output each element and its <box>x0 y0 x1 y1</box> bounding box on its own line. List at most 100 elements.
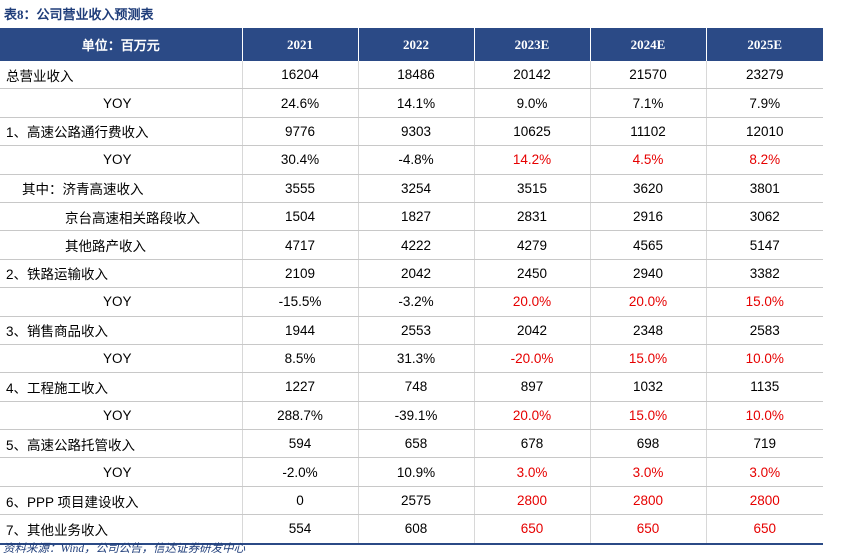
table-cell: 10.0% <box>706 344 823 374</box>
revenue-forecast-table: 单位：百万元 2021 2022 2023E 2024E 2025E 总营业收入… <box>0 28 823 545</box>
table-cell: 698 <box>590 429 707 459</box>
table-cell: 4565 <box>590 230 707 260</box>
table-cell: 2800 <box>474 486 591 516</box>
table-row: YOY 24.6% 14.1% 9.0% 7.1% 7.9% <box>0 88 823 118</box>
row-label: 1、高速公路通行费收入 <box>0 117 243 147</box>
row-label: 6、PPP 项目建设收入 <box>0 486 243 516</box>
table-cell: 14.1% <box>358 88 475 118</box>
table-cell: -39.1% <box>358 401 475 431</box>
table-cell: 897 <box>474 372 591 402</box>
table-row: YOY 8.5% 31.3% -20.0% 15.0% 10.0% <box>0 344 823 374</box>
table-cell: 4717 <box>242 230 359 260</box>
row-label: 5、高速公路托管收入 <box>0 429 243 459</box>
row-label: 3、销售商品收入 <box>0 316 243 345</box>
source-note: 资料来源：Wind，公司公告，信达证券研发中心 <box>3 543 246 555</box>
table-cell: 30.4% <box>242 145 359 175</box>
table-cell: 31.3% <box>358 344 475 374</box>
table-cell: -20.0% <box>474 344 591 374</box>
table-cell: 2916 <box>590 202 707 232</box>
table-cell: 3801 <box>706 174 823 203</box>
table-row: 京台高速相关路段收入 1504 1827 2831 2916 3062 <box>0 202 823 232</box>
table-cell: 658 <box>358 429 475 459</box>
header-year: 2021 <box>242 28 359 61</box>
table-row: 1、高速公路通行费收入 9776 9303 10625 11102 12010 <box>0 117 823 147</box>
table-cell: 15.0% <box>590 401 707 431</box>
table-row: YOY 288.7% -39.1% 20.0% 15.0% 10.0% <box>0 401 823 431</box>
table-cell: 7.1% <box>590 88 707 118</box>
table-cell: 2042 <box>474 316 591 345</box>
header-unit: 单位：百万元 <box>0 28 243 61</box>
table-title: 表8：公司营业收入预测表 <box>4 7 154 22</box>
table-row: YOY -15.5% -3.2% 20.0% 20.0% 15.0% <box>0 287 823 317</box>
table-cell: 3.0% <box>590 457 707 487</box>
table-cell: 12010 <box>706 117 823 147</box>
table-row: 2、铁路运输收入 2109 2042 2450 2940 3382 <box>0 259 823 289</box>
table-cell: 594 <box>242 429 359 459</box>
table-cell: 20142 <box>474 61 591 90</box>
row-label: 7、其他业务收入 <box>0 514 243 545</box>
table-cell: 0 <box>242 486 359 516</box>
table-cell: 678 <box>474 429 591 459</box>
row-label: YOY <box>0 344 243 374</box>
table-cell: 1944 <box>242 316 359 345</box>
table-row: 7、其他业务收入 554 608 650 650 650 <box>0 514 823 545</box>
table-cell: 3.0% <box>706 457 823 487</box>
table-cell: 2109 <box>242 259 359 289</box>
table-cell: 20.0% <box>474 401 591 431</box>
row-label: 其他路产收入 <box>0 230 243 260</box>
row-label: YOY <box>0 145 243 175</box>
table-cell: 10.9% <box>358 457 475 487</box>
table-cell: 24.6% <box>242 88 359 118</box>
table-cell: 10625 <box>474 117 591 147</box>
table-cell: 2800 <box>706 486 823 516</box>
table-cell: -2.0% <box>242 457 359 487</box>
header-year: 2022 <box>358 28 475 61</box>
table-cell: 2042 <box>358 259 475 289</box>
table-cell: 3515 <box>474 174 591 203</box>
table-cell: -15.5% <box>242 287 359 317</box>
table-cell: 16204 <box>242 61 359 90</box>
table-cell: 1135 <box>706 372 823 402</box>
header-year: 2024E <box>590 28 707 61</box>
table-cell: 9303 <box>358 117 475 147</box>
table-cell: 2553 <box>358 316 475 345</box>
table-row: YOY -2.0% 10.9% 3.0% 3.0% 3.0% <box>0 457 823 487</box>
table-cell: 2450 <box>474 259 591 289</box>
table-cell: 650 <box>706 514 823 545</box>
table-cell: 3254 <box>358 174 475 203</box>
table-cell: 719 <box>706 429 823 459</box>
table-row: 5、高速公路托管收入 594 658 678 698 719 <box>0 429 823 459</box>
table-cell: 9.0% <box>474 88 591 118</box>
table-cell: 2800 <box>590 486 707 516</box>
table-cell: 1032 <box>590 372 707 402</box>
table-row: 其他路产收入 4717 4222 4279 4565 5147 <box>0 230 823 260</box>
table-cell: 18486 <box>358 61 475 90</box>
row-label: 京台高速相关路段收入 <box>0 202 243 232</box>
table-row: 3、销售商品收入 1944 2553 2042 2348 2583 <box>0 316 823 345</box>
table-cell: 20.0% <box>590 287 707 317</box>
table-cell: 748 <box>358 372 475 402</box>
table-row: 总营业收入 16204 18486 20142 21570 23279 <box>0 61 823 90</box>
table-cell: 2831 <box>474 202 591 232</box>
table-cell: 11102 <box>590 117 707 147</box>
table-cell: 23279 <box>706 61 823 90</box>
header-year: 2025E <box>706 28 823 61</box>
table-cell: 2575 <box>358 486 475 516</box>
table-cell: 2348 <box>590 316 707 345</box>
table-cell: 1827 <box>358 202 475 232</box>
row-label: 2、铁路运输收入 <box>0 259 243 289</box>
row-label: 4、工程施工收入 <box>0 372 243 402</box>
table-cell: 3555 <box>242 174 359 203</box>
table-row: 其中：济青高速收入 3555 3254 3515 3620 3801 <box>0 174 823 203</box>
table-cell: 1227 <box>242 372 359 402</box>
table-cell: -3.2% <box>358 287 475 317</box>
table-cell: 288.7% <box>242 401 359 431</box>
table-cell: 4.5% <box>590 145 707 175</box>
table-cell: 650 <box>590 514 707 545</box>
row-label: 其中：济青高速收入 <box>0 174 243 203</box>
header-year: 2023E <box>474 28 591 61</box>
table-cell: 14.2% <box>474 145 591 175</box>
table-row: 4、工程施工收入 1227 748 897 1032 1135 <box>0 372 823 402</box>
table-cell: 8.5% <box>242 344 359 374</box>
table-cell: 5147 <box>706 230 823 260</box>
